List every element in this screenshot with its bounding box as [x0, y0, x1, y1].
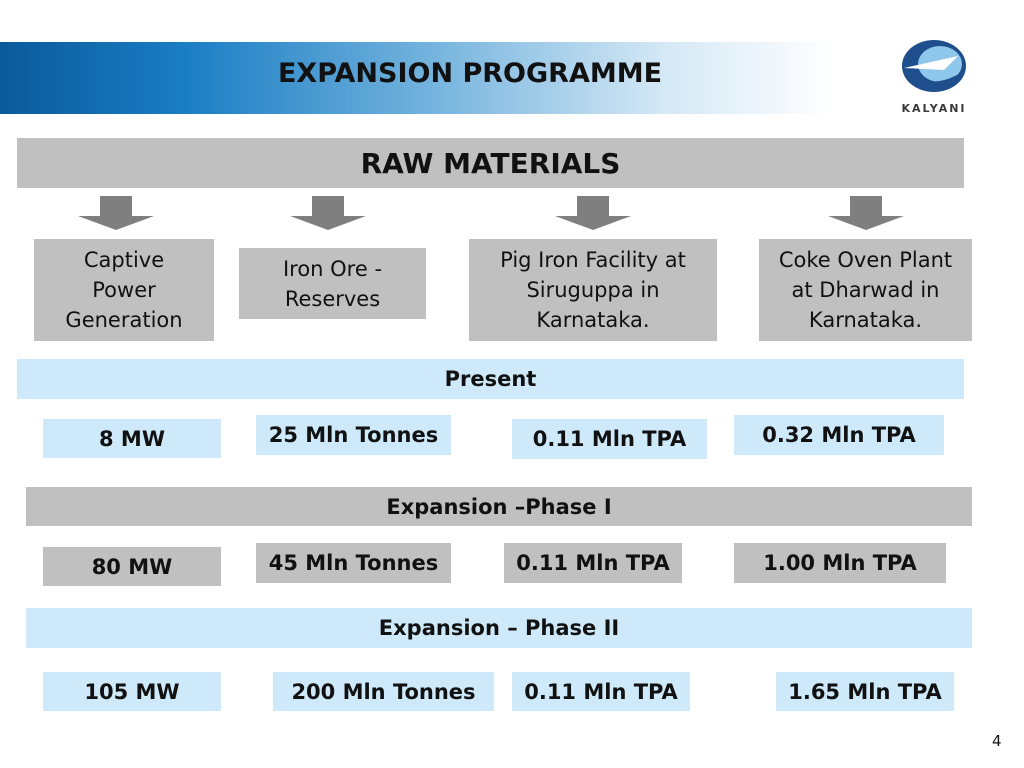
page-title: EXPANSION PROGRAMME	[277, 58, 663, 89]
present-bar: Present	[17, 359, 964, 399]
category-label: Coke Oven Plant at Dharwad in Karnataka.	[778, 248, 953, 332]
phase2-value-pig-iron: 0.11 Mln TPA	[512, 672, 690, 711]
phase2-label: Expansion – Phase II	[378, 616, 620, 640]
phase2-value-power: 105 MW	[43, 672, 221, 711]
raw-materials-bar: RAW MATERIALS	[17, 138, 964, 188]
present-value-coke-oven: 0.32 Mln TPA	[734, 415, 944, 455]
category-coke-oven: Coke Oven Plant at Dharwad in Karnataka.	[759, 239, 972, 341]
present-value-iron-ore: 25 Mln Tonnes	[256, 415, 451, 455]
present-value-power: 8 MW	[43, 419, 221, 458]
category-label: Iron Ore - Reserves	[282, 257, 383, 311]
category-captive-power: Captive Power Generation	[34, 239, 214, 341]
phase1-value-iron-ore: 45 Mln Tonnes	[256, 543, 451, 583]
down-arrow-icon	[290, 196, 366, 230]
header-band	[0, 42, 835, 114]
down-arrow-icon	[828, 196, 904, 230]
present-label: Present	[444, 367, 537, 391]
category-label: Captive Power Generation	[65, 248, 183, 332]
kalyani-logo-icon	[902, 40, 966, 92]
present-value-pig-iron: 0.11 Mln TPA	[512, 419, 707, 459]
page-number: 4	[992, 732, 1002, 750]
phase2-value-coke-oven: 1.65 Mln TPA	[776, 672, 954, 711]
raw-materials-label: RAW MATERIALS	[360, 146, 621, 180]
phase2-bar: Expansion – Phase II	[26, 608, 972, 648]
phase1-value-power: 80 MW	[43, 547, 221, 586]
down-arrow-icon	[78, 196, 154, 230]
category-label: Pig Iron Facility at Siruguppa in Karnat…	[500, 248, 686, 332]
phase1-bar: Expansion –Phase I	[26, 487, 972, 526]
phase1-value-pig-iron: 0.11 Mln TPA	[504, 543, 682, 583]
phase1-label: Expansion –Phase I	[386, 494, 612, 519]
category-pig-iron: Pig Iron Facility at Siruguppa in Karnat…	[469, 239, 717, 341]
down-arrow-icon	[555, 196, 631, 230]
phase2-value-iron-ore: 200 Mln Tonnes	[273, 672, 494, 711]
category-iron-ore: Iron Ore - Reserves	[239, 248, 426, 319]
phase1-value-coke-oven: 1.00 Mln TPA	[734, 543, 946, 583]
logo-text: KALYANI	[901, 102, 967, 115]
